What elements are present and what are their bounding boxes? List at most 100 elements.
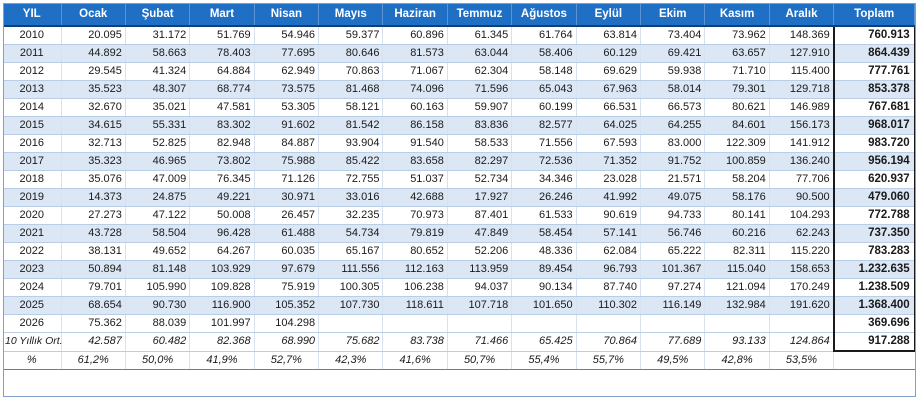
month-value-cell: 100.305 — [318, 278, 384, 297]
row-label-cell: 10 Yıllık Ort. — [3, 332, 63, 352]
month-value-cell: 71.710 — [704, 62, 770, 81]
month-value-cell: 158.653 — [769, 260, 835, 279]
month-value-cell: 81.573 — [382, 44, 448, 63]
month-value-cell: 68.990 — [254, 332, 320, 352]
row-label-cell: 2025 — [3, 296, 62, 315]
month-value-cell: 96.793 — [576, 260, 642, 279]
month-value-cell: 66.573 — [640, 98, 706, 117]
month-value-cell: 105.352 — [254, 296, 320, 315]
month-value-cell: 60.482 — [125, 332, 191, 352]
month-value-cell: 69.629 — [576, 62, 642, 81]
month-value-cell: 59.377 — [318, 26, 384, 45]
month-value-cell: 84.601 — [704, 116, 770, 135]
month-value-cell: 47.122 — [125, 206, 191, 225]
month-value-cell: 88.039 — [125, 314, 191, 333]
month-value-cell: 72.755 — [318, 170, 384, 189]
month-value-cell: 58.454 — [511, 224, 577, 243]
month-value-cell: 42,3% — [318, 351, 384, 370]
month-value-cell: 47.581 — [189, 98, 255, 117]
month-value-cell: 107.718 — [447, 296, 513, 315]
month-value-cell: 80.621 — [704, 98, 770, 117]
row-label-cell: 2011 — [3, 44, 62, 63]
month-value-cell: 24.875 — [125, 188, 191, 207]
month-value-cell: 32.235 — [318, 206, 384, 225]
column-header: Toplam — [833, 3, 916, 27]
total-cell: 772.788 — [832, 206, 916, 225]
month-value-cell: 107.730 — [318, 296, 384, 315]
year-row: 2013 35.523 48.307 68.774 73.575 81.468 74.096… — [3, 80, 916, 99]
column-header: YIL — [3, 3, 62, 27]
month-value-cell — [382, 314, 448, 333]
month-value-cell: 90.730 — [125, 296, 191, 315]
month-value-cell: 59.907 — [447, 98, 513, 117]
sales-table-container: YIL Ocak Şubat Mart Nisan Mayıs Haziran Temmuz A… — [3, 3, 916, 370]
column-header: Mayıs — [318, 3, 384, 27]
month-value-cell: 60.035 — [254, 242, 320, 261]
row-label-cell: 2022 — [3, 242, 62, 261]
month-value-cell: 42.587 — [61, 332, 126, 352]
month-value-cell: 58.176 — [704, 188, 770, 207]
year-row: 2026 75.362 88.039 101.997 104.298 369.696 — [3, 314, 916, 333]
month-value-cell: 58.504 — [125, 224, 191, 243]
row-label-cell: 2024 — [3, 278, 62, 297]
month-value-cell: 109.828 — [189, 278, 255, 297]
row-label-cell: 2010 — [3, 26, 62, 45]
month-value-cell: 112.163 — [382, 260, 448, 279]
total-cell — [833, 351, 915, 370]
total-cell: 767.681 — [832, 98, 916, 117]
month-value-cell: 35.323 — [61, 152, 126, 171]
row-label-cell: 2017 — [3, 152, 62, 171]
month-value-cell: 105.990 — [125, 278, 191, 297]
percentage-row: % 61,2% 50,0% 41,9% 52,7% 42,3% 41,6% 50,7% 55,4… — [3, 351, 915, 370]
month-value-cell: 83.836 — [447, 116, 513, 135]
year-row: 2010 20.095 31.172 51.769 54.946 59.377 60.896… — [3, 26, 916, 45]
column-header: Mart — [189, 3, 255, 27]
month-value-cell: 132.984 — [704, 296, 770, 315]
month-value-cell — [318, 314, 384, 333]
month-value-cell: 27.273 — [61, 206, 126, 225]
month-value-cell: 71.596 — [447, 80, 513, 99]
month-value-cell: 43.728 — [61, 224, 126, 243]
month-value-cell: 122.309 — [704, 134, 770, 153]
month-value-cell: 80.646 — [318, 44, 384, 63]
column-header: Ekim — [640, 3, 706, 27]
month-value-cell: 41.324 — [125, 62, 191, 81]
column-header: Kasım — [704, 3, 770, 27]
month-value-cell: 79.819 — [382, 224, 448, 243]
month-value-cell: 94.733 — [640, 206, 706, 225]
month-value-cell: 35.076 — [61, 170, 126, 189]
row-label-cell: 2015 — [3, 116, 62, 135]
month-value-cell: 83.738 — [382, 332, 448, 352]
month-value-cell: 61.345 — [447, 26, 513, 45]
monthly-sales-table: YIL Ocak Şubat Mart Nisan Mayıs Haziran Temmuz A… — [3, 3, 916, 370]
month-value-cell: 78.403 — [189, 44, 255, 63]
month-value-cell: 110.302 — [576, 296, 642, 315]
month-value-cell: 76.345 — [189, 170, 255, 189]
column-header: Ağustos — [511, 3, 577, 27]
month-value-cell: 83.000 — [640, 134, 706, 153]
row-label-cell: 2018 — [3, 170, 62, 189]
header-row: YIL Ocak Şubat Mart Nisan Mayıs Haziran Temmuz A… — [3, 3, 916, 27]
month-value-cell: 118.611 — [382, 296, 448, 315]
month-value-cell: 51.769 — [189, 26, 255, 45]
month-value-cell: 115.400 — [769, 62, 835, 81]
month-value-cell: 191.620 — [769, 296, 835, 315]
month-value-cell: 115.220 — [769, 242, 835, 261]
year-row: 2016 32.713 52.825 82.948 84.887 93.904 91.540… — [3, 134, 916, 153]
month-value-cell: 52.734 — [447, 170, 513, 189]
month-value-cell: 61,2% — [61, 351, 126, 370]
month-value-cell: 54.946 — [254, 26, 320, 45]
total-cell: 983.720 — [832, 134, 916, 153]
month-value-cell: 73.962 — [704, 26, 770, 45]
month-value-cell: 41,9% — [189, 351, 255, 370]
month-value-cell: 121.094 — [704, 278, 770, 297]
month-value-cell: 49.221 — [189, 188, 255, 207]
month-value-cell: 56.746 — [640, 224, 706, 243]
row-label-cell: 2014 — [3, 98, 62, 117]
month-value-cell: 58.121 — [318, 98, 384, 117]
column-header: Eylül — [576, 3, 642, 27]
month-value-cell: 58.148 — [511, 62, 577, 81]
month-value-cell: 141.912 — [769, 134, 835, 153]
total-cell: 369.696 — [832, 314, 916, 333]
month-value-cell: 146.989 — [769, 98, 835, 117]
